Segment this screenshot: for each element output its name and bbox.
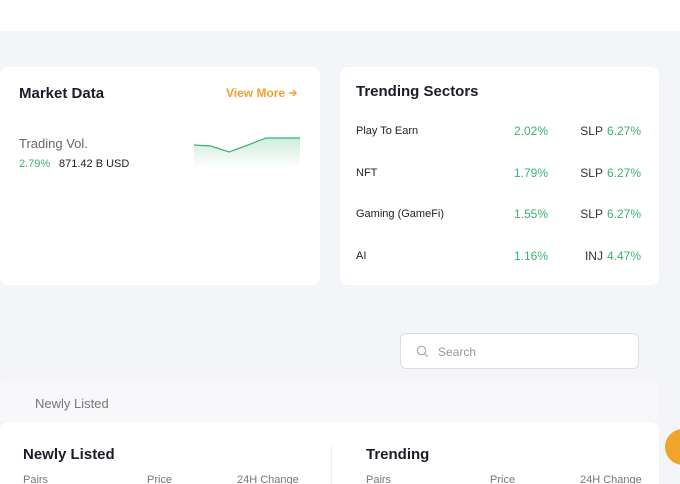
sector-token: SLP 6.27% xyxy=(551,166,641,180)
column-header: Price xyxy=(490,474,516,484)
column-header: Pairs xyxy=(366,474,392,484)
top-bar xyxy=(0,0,680,31)
column-header: 24H Change xyxy=(580,474,642,484)
panel-title: Newly Listed xyxy=(23,446,115,463)
divider xyxy=(331,445,332,484)
sector-change: 1.55% xyxy=(513,207,548,221)
sector-token: SLP 6.27% xyxy=(551,124,641,138)
token-change: 6.27% xyxy=(606,166,641,180)
token-change: 6.27% xyxy=(606,124,641,138)
sector-token: SLP 6.27% xyxy=(551,207,641,221)
token-symbol: SLP xyxy=(580,166,603,180)
sector-change: 2.02% xyxy=(513,124,548,138)
search-placeholder: Search xyxy=(438,345,477,359)
sector-change: 1.79% xyxy=(513,166,548,180)
panel-title: Trending xyxy=(366,446,430,463)
trending-sectors-title: Trending Sectors xyxy=(356,83,479,100)
column-header: Pairs xyxy=(23,474,49,484)
trending-sectors-card xyxy=(340,67,659,285)
token-symbol: SLP xyxy=(580,124,603,138)
listing-panel xyxy=(0,422,659,484)
column-header: 24H Change xyxy=(237,474,299,484)
sector-token: INJ 4.47% xyxy=(551,249,641,263)
arrow-icon[interactable] xyxy=(288,88,298,98)
trading-vol-label: Trading Vol. xyxy=(19,136,88,151)
sparkline xyxy=(193,137,300,168)
trading-vol-amount: 871.42 B USD xyxy=(59,158,130,170)
search-box[interactable]: Search xyxy=(400,333,639,369)
sector-name: Gaming (GameFi) xyxy=(356,208,445,220)
trading-vol-change: 2.79% xyxy=(19,158,51,170)
tab-strip xyxy=(0,381,659,421)
token-symbol: INJ xyxy=(584,249,603,263)
sector-name: Play To Earn xyxy=(356,125,419,137)
column-header: Price xyxy=(147,474,173,484)
sector-change: 1.16% xyxy=(513,249,548,263)
token-symbol: SLP xyxy=(580,207,603,221)
view-more-link[interactable]: View More xyxy=(226,86,298,100)
tab[interactable]: Newly Listed xyxy=(35,396,109,411)
market-data-title: Market Data xyxy=(19,85,105,102)
search-icon xyxy=(416,345,429,358)
token-change: 4.47% xyxy=(606,249,641,263)
sector-name: NFT xyxy=(356,167,378,179)
market-data-card xyxy=(0,67,320,285)
token-change: 6.27% xyxy=(606,207,641,221)
support-button[interactable] xyxy=(665,429,680,465)
sector-name: AI xyxy=(356,250,367,262)
view-more-text[interactable]: View More xyxy=(226,86,286,100)
